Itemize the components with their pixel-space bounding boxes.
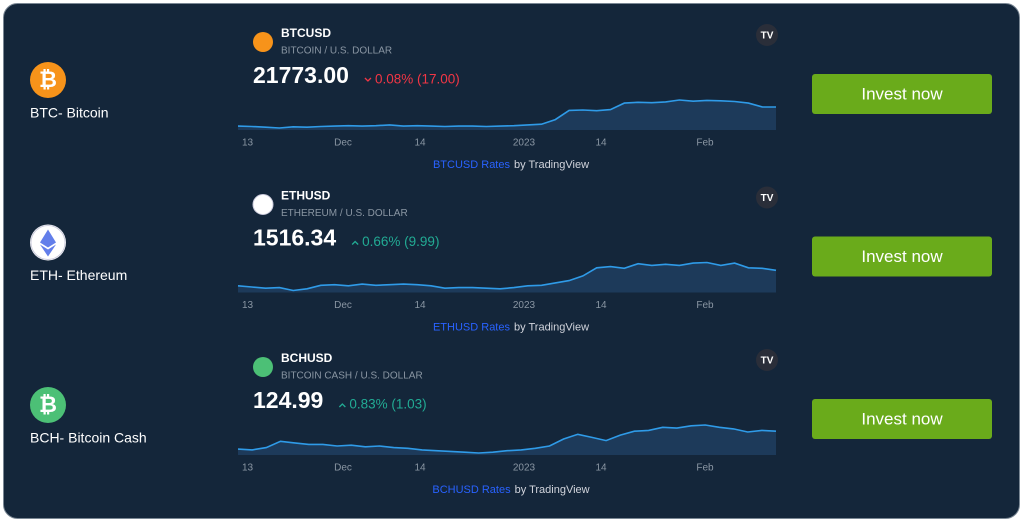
attribution: by TradingView [514, 159, 589, 171]
x-tick-label: 13 [242, 138, 254, 149]
card [3, 3, 1020, 519]
symbol: ETHUSD [281, 189, 331, 203]
symbol-name: BITCOIN CASH / U.S. DOLLAR [281, 371, 423, 382]
x-tick-label: Feb [696, 300, 714, 311]
symbol-icon [253, 357, 273, 377]
x-tick-label: 13 [242, 463, 254, 474]
tradingview-logo-text: TV [761, 356, 774, 367]
price: 124.99 [253, 387, 323, 413]
x-tick-label: Dec [334, 300, 352, 311]
coin-label: BCH- Bitcoin Cash [30, 430, 147, 446]
x-tick-label: 14 [414, 300, 426, 311]
x-tick-label: 2023 [513, 463, 536, 474]
change-arrow [338, 403, 346, 408]
price: 1516.34 [253, 225, 336, 251]
coin-label: ETH- Ethereum [30, 267, 127, 283]
x-tick-label: 14 [595, 300, 607, 311]
tradingview-logo-text: TV [761, 31, 774, 42]
price-line [237, 261, 777, 292]
coin-icon [30, 62, 66, 98]
price: 21773.00 [253, 62, 349, 88]
x-tick-label: 13 [242, 300, 254, 311]
x-tick-label: Feb [696, 463, 714, 474]
symbol: BTCUSD [281, 26, 331, 40]
coin-glyph: ₿ [39, 392, 57, 417]
symbol: BCHUSD [281, 351, 333, 365]
attribution: by TradingView [514, 321, 589, 333]
x-tick-label: Dec [334, 463, 352, 474]
rates-link[interactable]: BCHUSD Rates [432, 484, 511, 496]
price-area [238, 100, 776, 130]
coin-row: ₿ BCH- Bitcoin Cash BCHUSD BITCOIN CASH / U… [30, 349, 992, 496]
coin-glyph: ₿ [39, 67, 57, 92]
x-tick-label: 14 [595, 463, 607, 474]
tradingview-logo-text: TV [761, 193, 774, 204]
coin-label: BTC- Bitcoin [30, 105, 109, 121]
change: 0.83% (1.03) [349, 397, 426, 412]
invest-button-label: Invest now [861, 84, 943, 103]
x-tick-label: Feb [696, 138, 714, 149]
invest-button-label: Invest now [861, 409, 943, 428]
coin-icon-ring [30, 225, 66, 260]
symbol-name: ETHEREUM / U.S. DOLLAR [281, 208, 408, 219]
price-line [237, 99, 777, 129]
tradingview-logo [756, 24, 778, 46]
change-arrow [351, 240, 359, 245]
tradingview-logo [756, 186, 778, 209]
rates-link[interactable]: BTCUSD Rates [433, 159, 511, 171]
price-area [238, 425, 776, 455]
x-tick-label: 14 [414, 138, 426, 149]
coin-glyph [40, 229, 56, 257]
invest-button[interactable] [812, 236, 992, 277]
symbol-name: BITCOIN / U.S. DOLLAR [281, 46, 392, 57]
x-tick-label: 14 [595, 138, 607, 149]
price-area [238, 262, 776, 293]
tradingview-logo [756, 349, 778, 371]
symbol-icon [253, 32, 273, 52]
symbol-icon [252, 194, 274, 215]
x-tick-label: 14 [414, 463, 426, 474]
x-tick-label: 2023 [513, 138, 536, 149]
x-tick-label: Dec [334, 138, 352, 149]
x-tick-label: 2023 [513, 300, 536, 311]
invest-button-label: Invest now [861, 247, 943, 266]
attribution: by TradingView [515, 484, 590, 496]
change: 0.66% (9.99) [362, 234, 439, 249]
change-arrow [364, 77, 372, 82]
price-line [237, 424, 777, 454]
change: 0.08% (17.00) [375, 72, 460, 87]
rates-link[interactable]: ETHUSD Rates [433, 321, 511, 333]
invest-button[interactable] [812, 74, 992, 114]
coin-row: ₿ BTC- Bitcoin BTCUSD BITCOIN / U.S. DOLLAR… [30, 24, 992, 171]
coin-row: ETH- Ethereum ETHUSD ETHEREUM / U.S. DOLLA… [30, 186, 992, 333]
invest-button[interactable] [812, 399, 992, 439]
coin-icon [30, 387, 66, 423]
